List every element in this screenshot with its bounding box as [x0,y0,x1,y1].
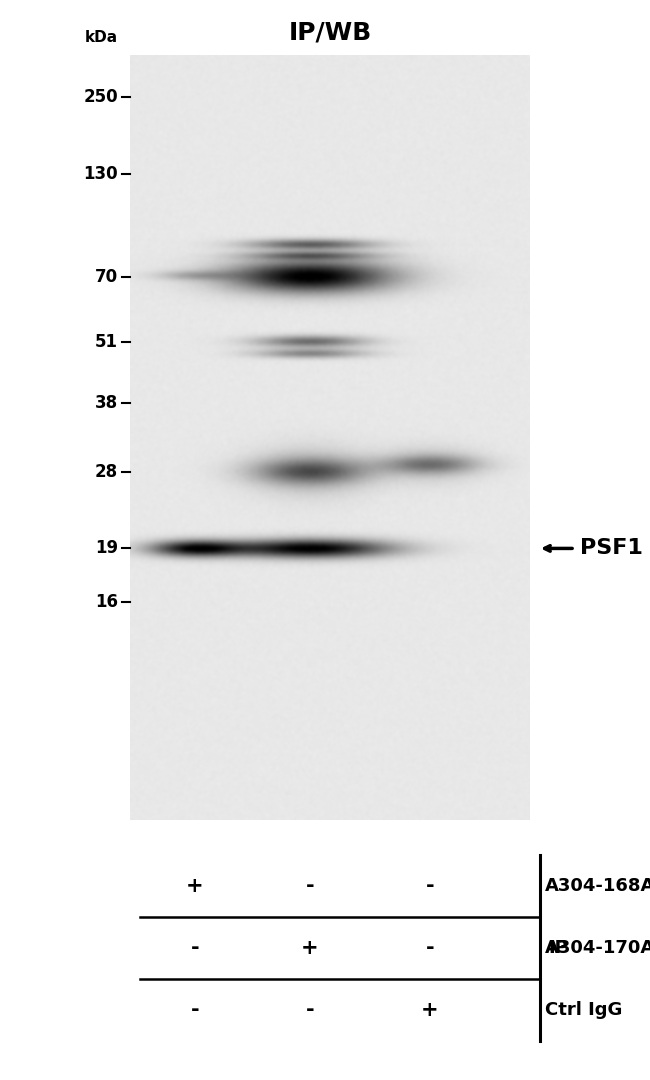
Text: -: - [190,1000,200,1020]
Text: A304-170A: A304-170A [545,939,650,957]
Bar [0,820,650,1080]
Text: -: - [190,939,200,958]
Bar [0,0,130,1080]
Text: -: - [426,876,434,896]
Text: 16: 16 [95,593,118,611]
Text: 250: 250 [83,89,118,106]
Text: 19: 19 [95,539,118,557]
Text: +: + [186,876,204,896]
Text: 130: 130 [83,164,118,183]
Text: 70: 70 [95,268,118,286]
Bar [0,0,650,55]
Text: -: - [426,939,434,958]
Text: +: + [301,939,318,958]
Text: Ctrl IgG: Ctrl IgG [545,1001,623,1020]
Text: +: + [421,1000,439,1020]
Text: A304-168A: A304-168A [545,877,650,895]
Text: PSF1: PSF1 [580,539,643,558]
Text: kDa: kDa [85,29,118,44]
Text: IP: IP [548,939,567,957]
Text: -: - [306,1000,315,1020]
Text: -: - [306,876,315,896]
Text: IP/WB: IP/WB [289,21,372,44]
Bar [530,0,650,1080]
Text: 51: 51 [95,333,118,351]
Text: 28: 28 [95,463,118,481]
Text: 38: 38 [95,394,118,413]
